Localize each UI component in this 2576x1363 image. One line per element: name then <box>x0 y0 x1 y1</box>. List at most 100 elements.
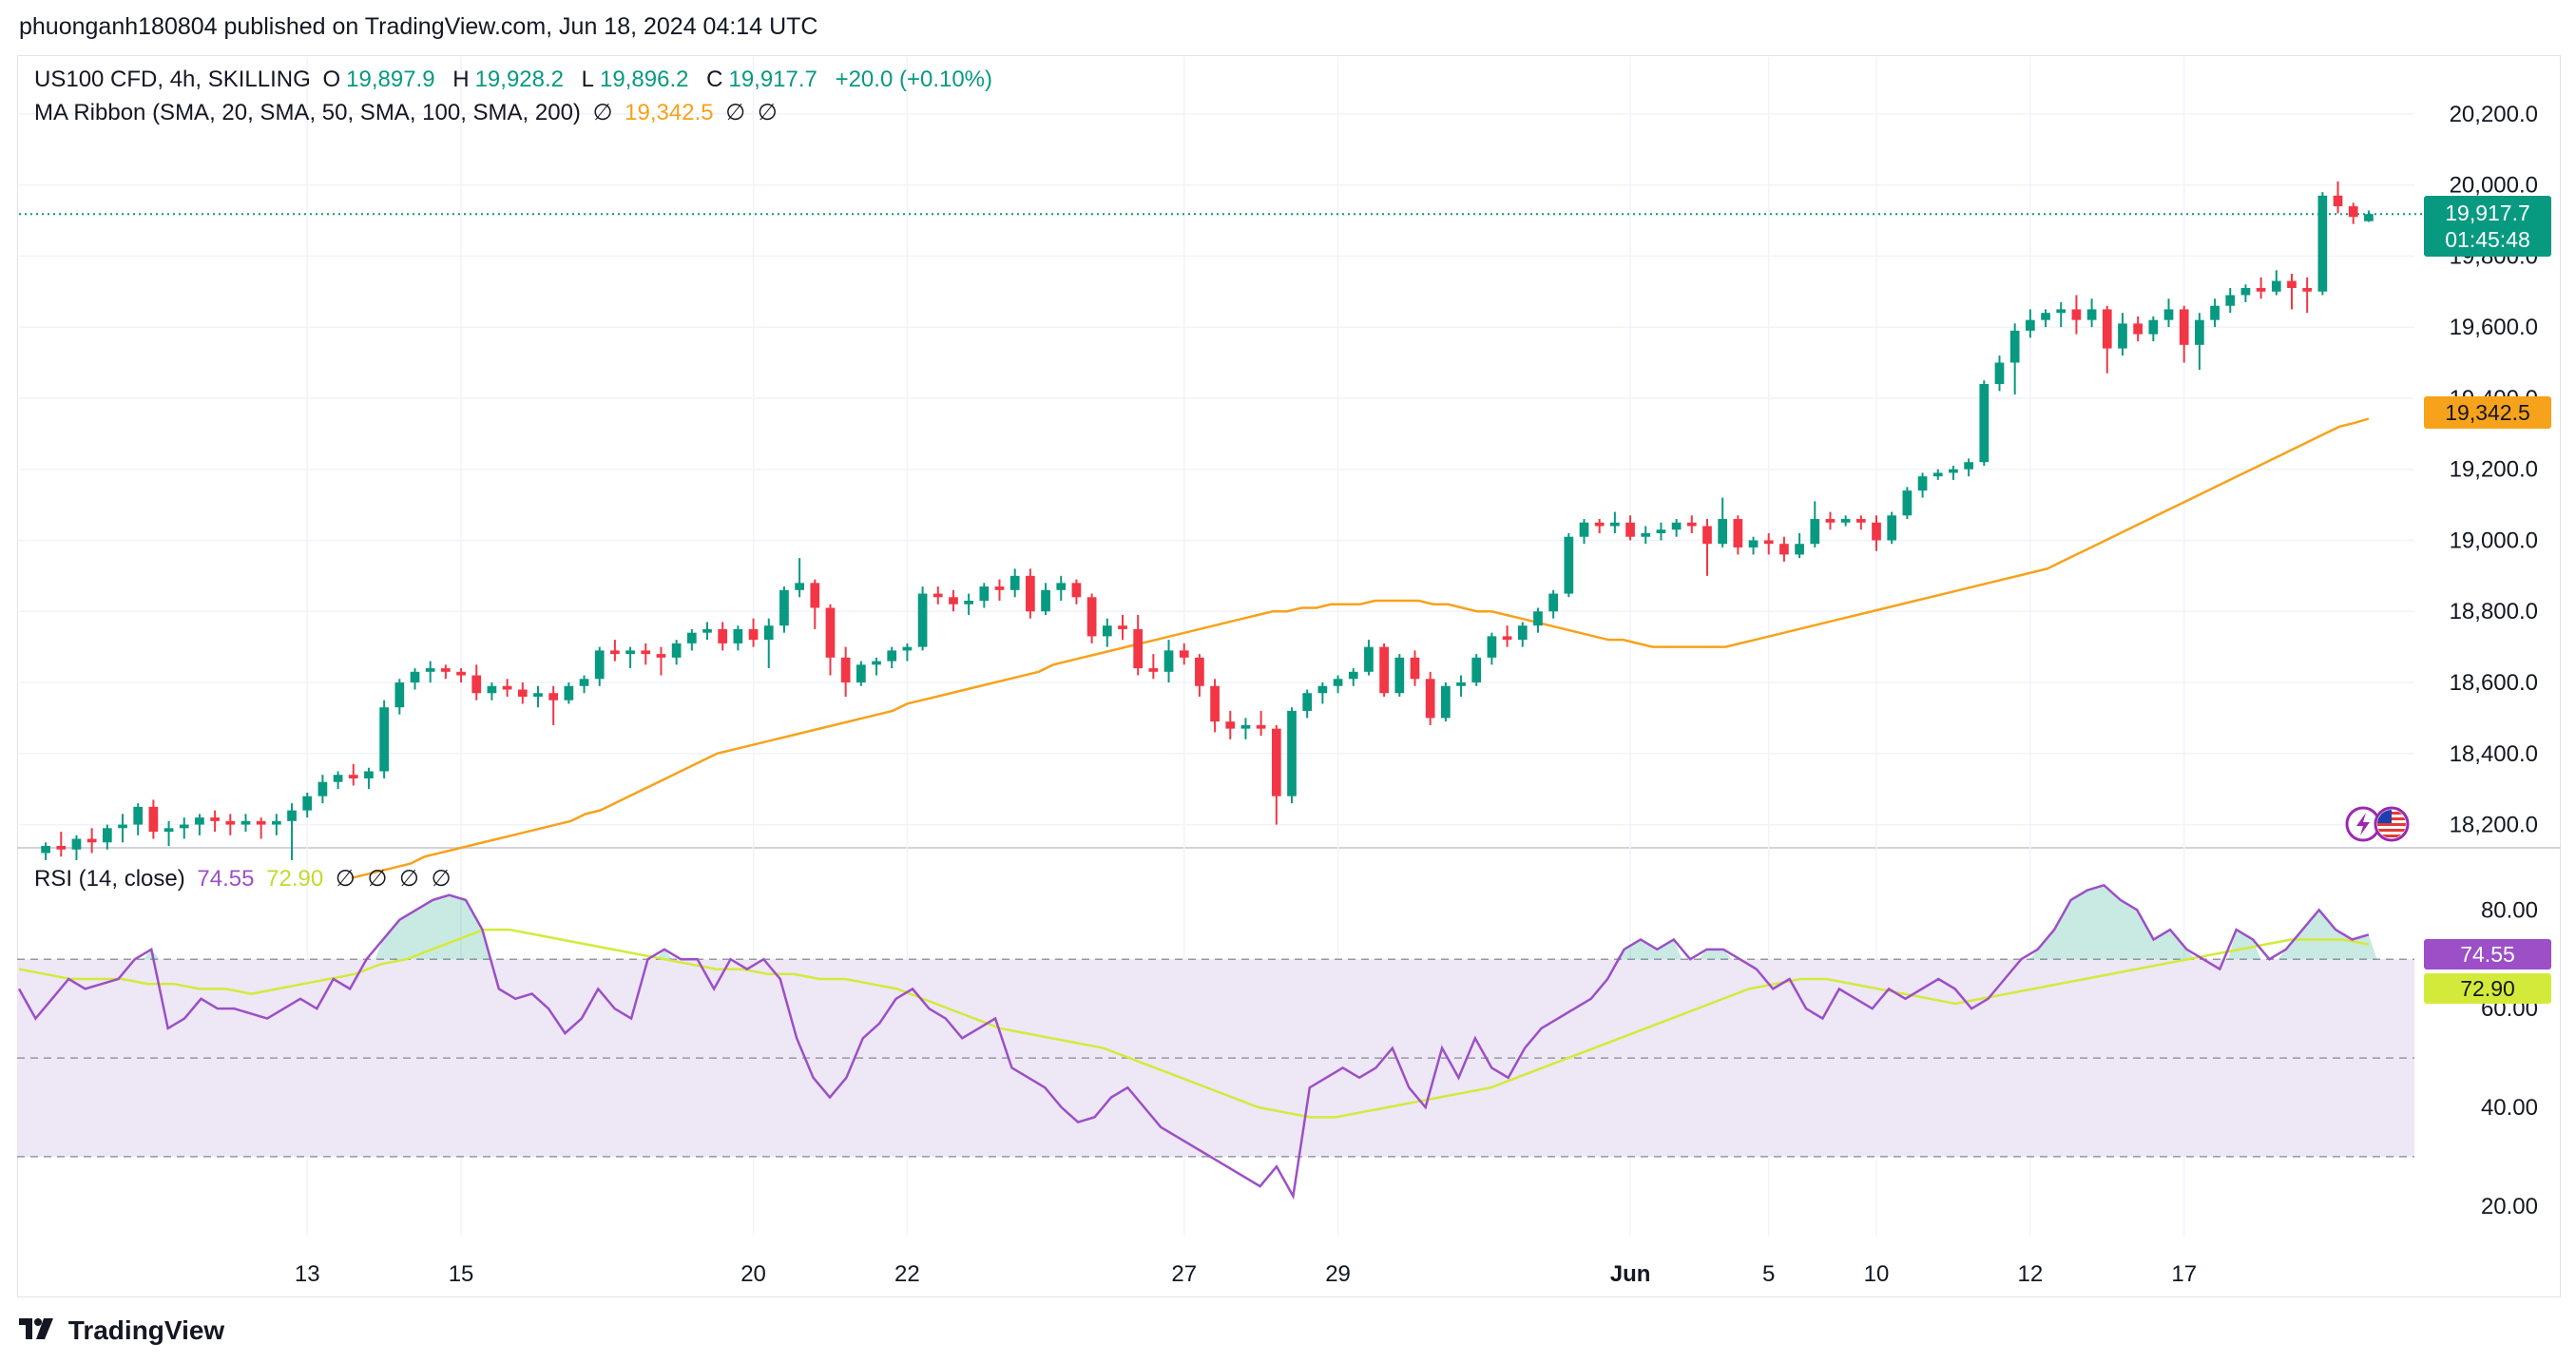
candle-down <box>1179 650 1189 658</box>
candle-up <box>2195 319 2204 345</box>
candle-down <box>1594 522 1605 527</box>
candle-up <box>2041 313 2050 320</box>
price-tick-label: 19,000.0 <box>2450 528 2538 553</box>
candle-up <box>564 685 574 701</box>
candle-up <box>872 661 881 665</box>
candle-down <box>840 657 851 683</box>
rsi-label[interactable]: RSI (14, close) <box>34 866 185 892</box>
candle-up <box>2148 319 2159 335</box>
price-tick-label: 18,800.0 <box>2450 599 2538 624</box>
candle-up <box>625 650 635 655</box>
rsi-tick-label: 40.00 <box>2481 1095 2538 1121</box>
candle-up <box>1302 693 1313 711</box>
candle-down <box>441 668 451 672</box>
candle-up <box>364 771 374 778</box>
empty-symbol: ∅ <box>725 100 746 125</box>
candle-up <box>1840 519 1851 523</box>
rsi-overbought-fill <box>2278 910 2377 960</box>
rsi-ma-line <box>18 928 2370 1119</box>
candle-down <box>656 654 666 658</box>
candle-up <box>2086 309 2097 320</box>
rsi-tag: 74.55 <box>2424 939 2551 969</box>
candle-up <box>1240 724 1251 729</box>
high-value: 19,928.2 <box>474 67 564 92</box>
rsi-overbought-fill <box>656 949 673 960</box>
candle-down <box>2256 288 2266 292</box>
last-price-tag: 19,917.7 01:45:48 <box>2424 196 2551 257</box>
candle-down <box>2102 309 2112 349</box>
candle-down <box>2333 195 2343 207</box>
time-tick-label: Jun <box>1610 1261 1651 1287</box>
empty-symbol: ∅ <box>367 866 388 892</box>
candle-up <box>240 820 251 825</box>
candle-up <box>2118 323 2127 349</box>
ma-line <box>351 417 2370 879</box>
empty-symbol: ∅ <box>431 866 452 892</box>
candle-down <box>210 817 220 821</box>
rsi-overbought-fill <box>1698 949 1732 960</box>
candle-up <box>1748 540 1759 547</box>
candle-down <box>1872 522 1881 541</box>
candle-up <box>1517 625 1528 641</box>
candle-up <box>1456 682 1466 686</box>
price-tick-label: 19,600.0 <box>2450 315 2538 340</box>
time-tick-label: 13 <box>295 1261 320 1287</box>
low-value: 19,896.2 <box>600 67 689 92</box>
candle-up <box>2056 309 2067 314</box>
rsi-legend: RSI (14, close) 74.55 72.90 ∅ ∅ ∅ ∅ <box>34 865 457 893</box>
candle-up <box>1979 383 1990 463</box>
candle-up <box>887 650 897 662</box>
symbol-label[interactable]: US100 CFD, 4h, SKILLING <box>34 67 311 92</box>
time-tick-label: 10 <box>1864 1261 1890 1287</box>
rsi-value: 74.55 <box>197 866 255 892</box>
candle-up <box>2364 214 2374 221</box>
candle-down <box>1086 597 1097 637</box>
tradingview-logo-icon <box>19 1318 53 1339</box>
candle-up <box>1795 544 1804 555</box>
empty-symbol: ∅ <box>592 100 613 125</box>
candle-down <box>456 671 466 676</box>
candle-up <box>1348 671 1358 680</box>
candles <box>41 181 2374 860</box>
ma-label[interactable]: MA Ribbon (SMA, 20, SMA, 50, SMA, 100, S… <box>34 100 581 125</box>
candle-down <box>1502 636 1512 641</box>
candle-up <box>487 685 497 694</box>
empty-symbol: ∅ <box>399 866 419 892</box>
time-tick-label: 22 <box>894 1261 920 1287</box>
candle-up <box>1718 519 1728 545</box>
candle-up <box>2240 288 2251 296</box>
candle-down <box>1225 721 1236 729</box>
candle-up <box>1641 532 1651 537</box>
open-label: O <box>322 67 341 92</box>
close-value: 19,917.7 <box>728 67 817 92</box>
candle-up <box>118 824 127 829</box>
ma-value: 19,342.5 <box>625 100 714 125</box>
candle-down <box>1148 668 1159 672</box>
candle-down <box>1733 519 1743 547</box>
candle-down <box>225 820 236 825</box>
candle-up <box>1887 515 1897 541</box>
candle-up <box>2225 295 2236 306</box>
candle-up <box>964 601 973 605</box>
price-tick-label: 20,200.0 <box>2450 102 2538 127</box>
candle-up <box>1364 646 1374 672</box>
published-header: phuonganh180804 published on TradingView… <box>19 13 818 40</box>
candle-up <box>333 775 343 782</box>
time-tick-label: 20 <box>740 1261 766 1287</box>
candle-up <box>1994 362 2005 384</box>
candle-up <box>1317 685 1328 694</box>
candle-down <box>2071 309 2082 320</box>
footer[interactable]: TradingView <box>19 1315 224 1346</box>
candle-up <box>579 679 589 686</box>
price-tick-label: 18,200.0 <box>2450 813 2538 838</box>
candle-up <box>425 668 435 672</box>
candle-down <box>1425 679 1435 719</box>
rsi-tick-label: 80.00 <box>2481 897 2538 923</box>
rsi-ma-value: 72.90 <box>266 866 324 892</box>
candle-up <box>41 846 50 854</box>
event-icons[interactable] <box>2344 804 2420 849</box>
candle-up <box>195 817 204 825</box>
candle-up <box>1671 522 1682 530</box>
candle-down <box>56 846 67 850</box>
